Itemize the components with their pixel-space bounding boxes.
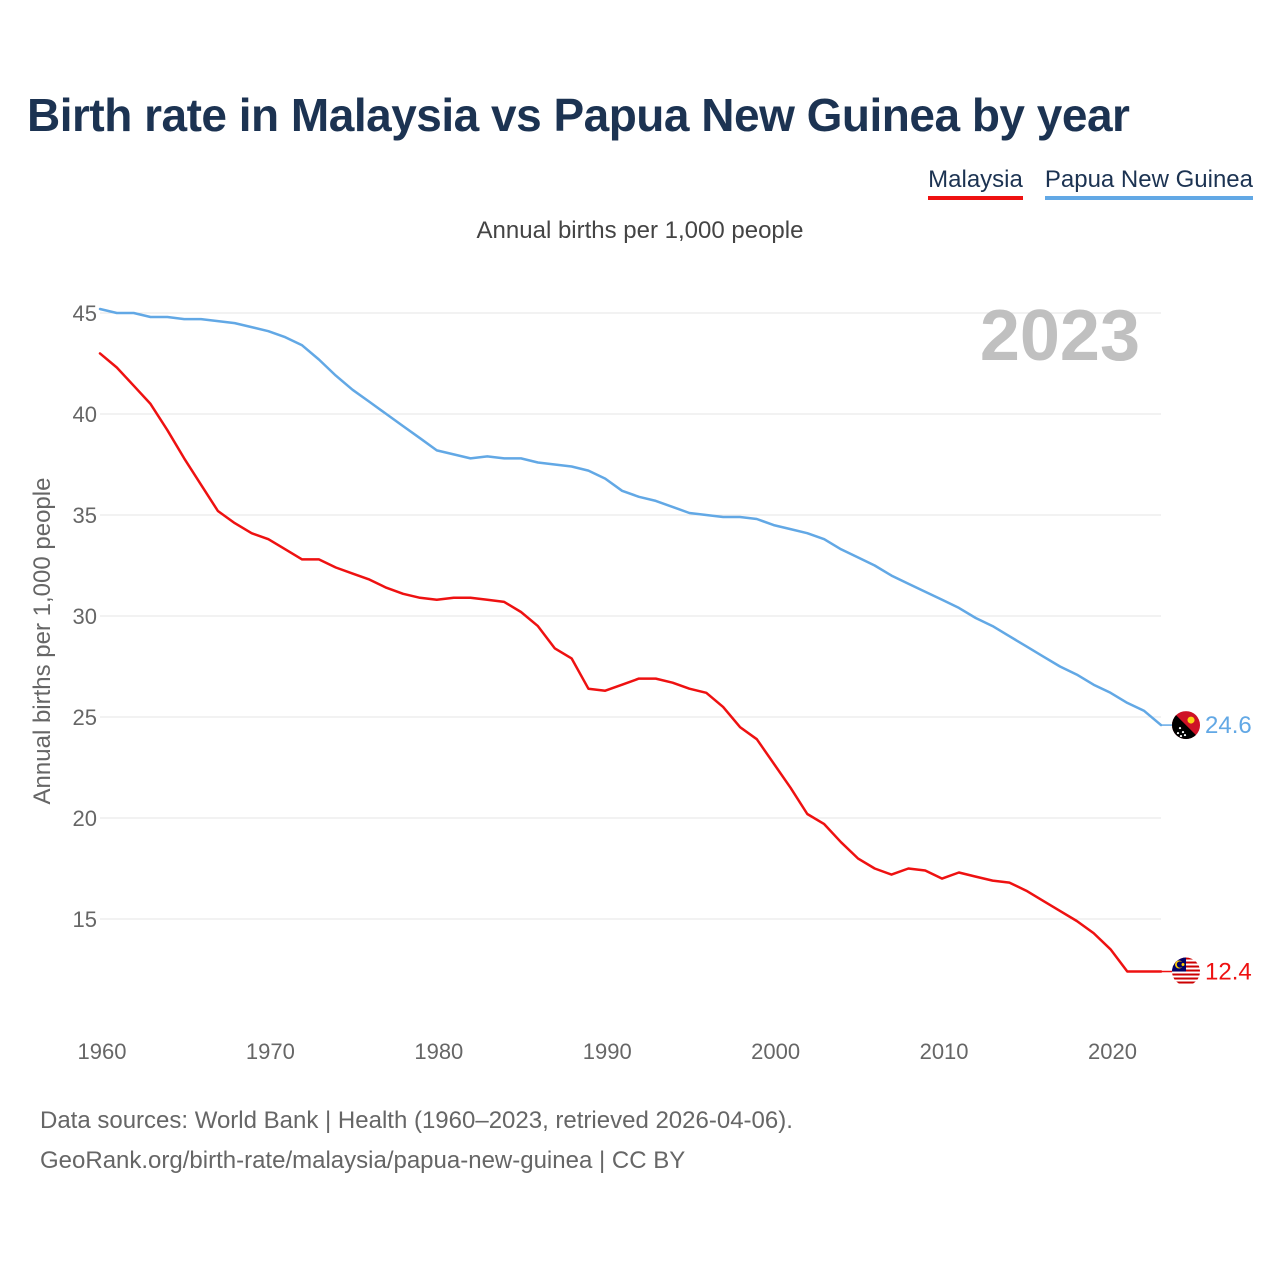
footer-source: Data sources: World Bank | Health (1960–… <box>40 1107 793 1134</box>
gridlines <box>100 312 1161 920</box>
legend-item-malaysia[interactable]: Malaysia <box>928 166 1023 200</box>
flag-bird <box>1187 716 1195 724</box>
flag-body <box>1172 711 1200 740</box>
flag-stripe <box>1172 973 1200 976</box>
malaysia-flag-icon <box>1172 957 1200 986</box>
flag-star <box>1183 733 1187 737</box>
legend: Malaysia Papua New Guinea <box>928 166 1253 200</box>
x-axis-ticks: 1960 1970 1980 1990 2000 2010 2020 <box>78 1039 1137 1064</box>
papua-new-guinea-flag-icon <box>1172 711 1200 740</box>
series-line-papua-new-guinea <box>98 307 1163 727</box>
footer-credit: GeoRank.org/birth-rate/malaysia/papua-ne… <box>40 1147 686 1174</box>
y-tick-label: 15 <box>73 907 97 932</box>
flag-star <box>1181 730 1185 734</box>
flag-star <box>1181 963 1185 967</box>
flag-star <box>1178 726 1182 730</box>
series-lines <box>98 307 1163 973</box>
x-tick-label: 1970 <box>246 1039 295 1064</box>
end-markers: 12.4 24.6 <box>1161 711 1252 986</box>
flag-star <box>1176 731 1180 735</box>
x-tick-label: 1980 <box>414 1039 463 1064</box>
y-tick-label: 25 <box>73 705 97 730</box>
y-axis-label: Annual births per 1,000 people <box>29 478 56 805</box>
flag-stripe <box>1172 977 1200 980</box>
flag-moon-cut <box>1176 961 1184 968</box>
flag-body <box>1172 957 1200 986</box>
line-chart: 15 20 25 30 35 40 45 1960 1970 1980 1990 2000 2010 2… <box>29 296 1252 1064</box>
chart-title: Birth rate in Malaysia vs Papua New Guin… <box>27 89 1130 141</box>
x-tick-label: 2000 <box>751 1039 800 1064</box>
y-tick-label: 35 <box>73 503 97 528</box>
x-tick-label: 1990 <box>583 1039 632 1064</box>
x-tick-label: 2020 <box>1088 1039 1137 1064</box>
x-tick-label: 1960 <box>78 1039 127 1064</box>
y-tick-label: 30 <box>73 604 97 629</box>
legend-item-papua-new-guinea[interactable]: Papua New Guinea <box>1044 166 1253 200</box>
y-tick-label: 20 <box>73 806 97 831</box>
y-tick-label: 45 <box>73 301 97 326</box>
x-tick-label: 2010 <box>920 1039 969 1064</box>
y-axis-ticks: 15 20 25 30 35 40 45 <box>73 301 97 932</box>
end-value-label: 24.6 <box>1205 712 1252 739</box>
flag-stripe <box>1172 981 1200 984</box>
year-watermark: 2023 <box>980 296 1140 376</box>
flag-star <box>1179 734 1183 738</box>
series-line-malaysia <box>98 352 1163 973</box>
end-value-label: 12.4 <box>1205 959 1252 986</box>
flag-black <box>1172 711 1200 740</box>
y-tick-label: 40 <box>73 402 97 427</box>
chart-subtitle: Annual births per 1,000 people <box>476 217 804 244</box>
